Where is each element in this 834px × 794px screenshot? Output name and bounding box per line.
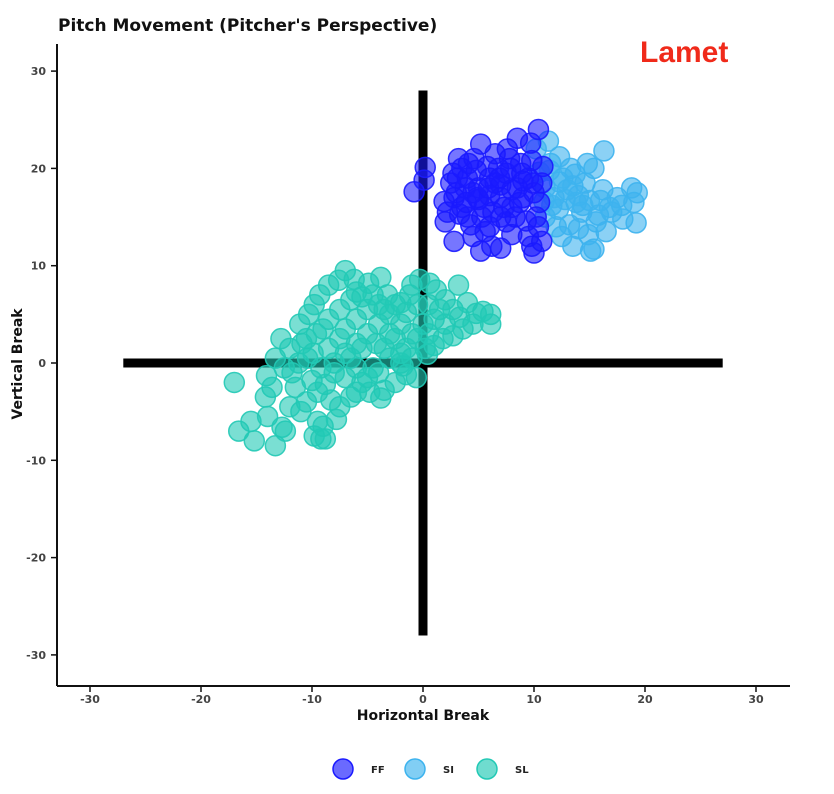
- point-si: [564, 163, 586, 185]
- legend-key-ff: [332, 758, 354, 780]
- point-sl: [414, 337, 436, 360]
- point-sl: [264, 434, 287, 457]
- player-name-annotation: Lamet: [640, 36, 728, 69]
- point-sl: [291, 332, 313, 355]
- point-ff: [527, 216, 550, 238]
- point-sl: [301, 369, 323, 392]
- point-sl: [362, 284, 384, 306]
- point-si: [593, 140, 615, 162]
- point-sl: [334, 318, 357, 340]
- y-axis-ticks: -30 -20 -10 0 10 20 30: [26, 65, 57, 662]
- point-ff: [443, 230, 465, 253]
- point-ff: [522, 172, 544, 194]
- y-axis-title: Vertical Break: [10, 308, 26, 420]
- x-axis-title: Horizontal Break: [357, 708, 490, 724]
- y-tick-label: 20: [31, 162, 47, 175]
- point-sl: [428, 298, 451, 321]
- point-sl: [365, 332, 388, 355]
- x-tick-label: 20: [637, 693, 653, 706]
- point-sl: [367, 361, 390, 384]
- point-sl: [447, 274, 470, 296]
- point-ff: [436, 201, 459, 223]
- y-tick-label: 0: [38, 357, 46, 370]
- point-si: [589, 189, 612, 212]
- x-tick-label: 10: [526, 693, 542, 706]
- point-sl: [273, 357, 295, 379]
- point-ff: [489, 206, 512, 228]
- point-sl: [479, 303, 502, 326]
- x-tick-label: -30: [80, 693, 100, 706]
- x-tick-label: 30: [748, 693, 764, 706]
- y-tick-label: 10: [31, 260, 47, 273]
- point-sl: [323, 361, 345, 384]
- point-ff: [403, 181, 425, 203]
- y-tick-label: -10: [26, 454, 46, 467]
- point-sl: [392, 355, 414, 377]
- point-si: [610, 194, 633, 217]
- point-ff: [508, 191, 531, 214]
- point-ff: [457, 152, 480, 175]
- point-sl: [274, 420, 297, 442]
- data-points: [223, 118, 648, 457]
- point-si: [585, 211, 607, 233]
- legend: FF SI SL: [332, 758, 529, 780]
- legend-key-si: [404, 758, 426, 780]
- legend-label-si: SI: [443, 765, 454, 776]
- point-sl: [243, 430, 266, 452]
- point-sl: [325, 408, 348, 431]
- point-si: [572, 194, 594, 217]
- legend-label-sl: SL: [515, 765, 529, 776]
- legend-key-sl: [476, 758, 498, 780]
- x-tick-label: 0: [419, 693, 427, 706]
- point-sl: [223, 371, 246, 394]
- point-sl: [255, 364, 278, 387]
- legend-label-ff: FF: [371, 765, 385, 776]
- point-sl: [317, 337, 340, 360]
- x-tick-label: -10: [302, 693, 322, 706]
- point-ff: [446, 167, 469, 189]
- y-tick-label: 30: [31, 65, 47, 78]
- y-tick-label: -30: [26, 649, 46, 662]
- point-sl: [306, 410, 329, 433]
- y-tick-label: -20: [26, 552, 46, 565]
- x-axis-ticks: -30 -20 -10 0 10 20 30: [80, 686, 764, 706]
- x-tick-label: -20: [191, 693, 211, 706]
- chart-title: Pitch Movement (Pitcher's Perspective): [58, 16, 437, 36]
